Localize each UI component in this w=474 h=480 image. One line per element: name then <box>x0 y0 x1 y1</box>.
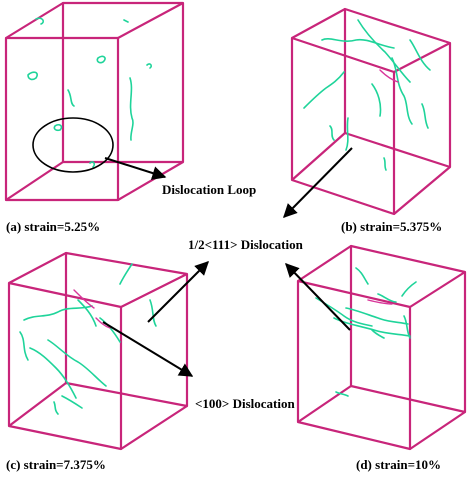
caption-panel-c: (c) strain=7.375% <box>6 457 106 472</box>
panel-b-dislocations <box>303 19 431 171</box>
d100-arrow <box>102 321 194 377</box>
d100-dislocation-label: <100> Dislocation <box>195 396 295 411</box>
panel-c-dislocations <box>19 263 157 415</box>
panel-a-dislocations <box>27 17 153 168</box>
half111-arrow-b <box>283 147 353 218</box>
half111-dislocation-label: 1/2<111> Dislocation <box>188 237 303 252</box>
dislocation-loop-arrow <box>104 157 167 180</box>
caption-panel-b: (b) strain=5.375% <box>341 219 443 234</box>
dislocation-loop-label: Dislocation Loop <box>162 182 257 197</box>
dislocation-loop-highlight <box>32 117 114 173</box>
caption-panel-d: (d) strain=10% <box>356 457 442 472</box>
panel-a-cube <box>4 1 185 202</box>
half111-arrow-d <box>285 262 351 331</box>
panel-d-cube <box>296 244 467 451</box>
panel-d-dislocations <box>315 267 417 397</box>
half111-arrow-c <box>147 261 209 323</box>
caption-panel-a: (a) strain=5.25% <box>6 219 101 234</box>
panel-b-cube <box>290 7 452 216</box>
